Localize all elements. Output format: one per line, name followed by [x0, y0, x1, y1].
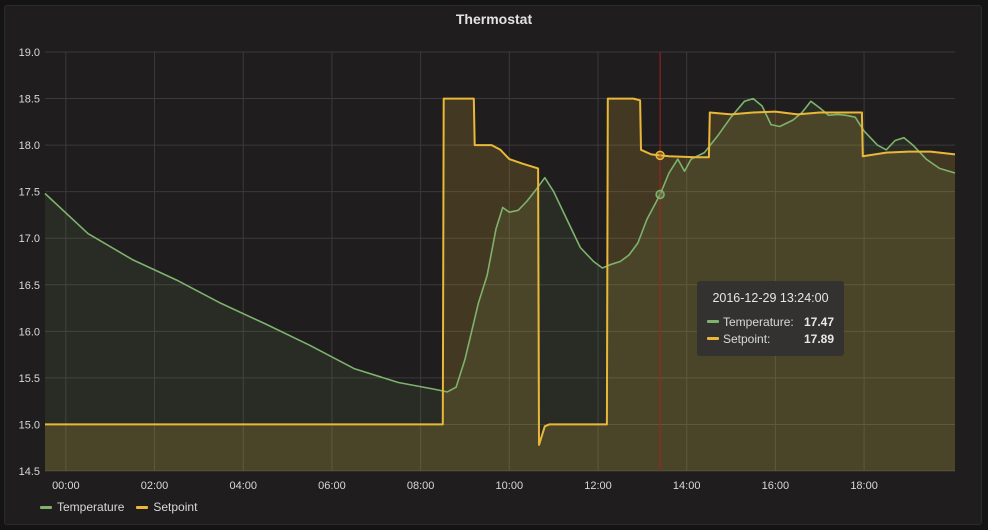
x-tick-label: 12:00	[584, 480, 612, 492]
legend-item-temperature[interactable]: Temperature	[40, 500, 124, 514]
y-tick-label: 15.5	[19, 373, 40, 385]
legend-item-setpoint[interactable]: Setpoint	[136, 500, 197, 514]
hover-tooltip: 2016-12-29 13:24:00 Temperature: 17.47 S…	[697, 281, 844, 356]
area-setpoint	[45, 98, 955, 471]
legend-label: Temperature	[57, 500, 125, 514]
tooltip-row-temperature: Temperature: 17.47	[707, 313, 834, 330]
tooltip-value: 17.47	[803, 314, 834, 329]
series-areas	[45, 98, 955, 471]
y-tick-label: 19.0	[19, 47, 40, 59]
area-temperature	[45, 98, 955, 471]
x-tick-label: 18:00	[850, 480, 878, 492]
hover-point-setpoint	[655, 150, 665, 161]
x-tick-label: 04:00	[229, 480, 257, 492]
y-tick-label: 18.0	[19, 140, 40, 152]
panel-title[interactable]: Thermostat	[455, 11, 533, 27]
x-axis: 00:00 02:00 04:00 06:00 08:00 10:00 12:00 14:00…	[52, 480, 878, 492]
y-tick-label: 16.0	[19, 326, 40, 338]
graph-panel	[4, 5, 982, 525]
x-tick-label: 10:00	[496, 480, 524, 492]
x-tick-label: 06:00	[318, 480, 346, 492]
setpoint-swatch-icon	[707, 337, 719, 340]
line-setpoint	[45, 97, 956, 446]
y-tick-label: 14.5	[19, 466, 40, 478]
crosshair	[655, 52, 665, 471]
y-tick-label: 18.5	[19, 94, 40, 106]
x-tick-label: 14:00	[673, 480, 701, 492]
grid	[45, 51, 955, 472]
setpoint-line-icon	[136, 505, 149, 509]
tooltip-label: Setpoint:	[723, 331, 771, 346]
y-tick-label: 17.5	[19, 187, 40, 199]
temperature-line-icon	[40, 505, 52, 509]
y-tick-label: 15.0	[19, 419, 40, 431]
tooltip-value: 17.89	[803, 331, 834, 346]
x-tick-label: 08:00	[407, 480, 435, 492]
tooltip-row-setpoint: Setpoint: 17.89	[707, 330, 834, 347]
series-lines	[44, 97, 956, 446]
line-temperature	[44, 97, 956, 393]
y-tick-label: 16.5	[19, 280, 40, 292]
y-axis: 14.5 15.0 15.5 16.0 16.5 17.0 17.5 18.0 18.5 19.0	[19, 47, 40, 478]
tooltip-label: Temperature:	[723, 314, 794, 329]
legend: Temperature Setpoint	[40, 500, 197, 514]
legend-label: Setpoint	[153, 500, 198, 514]
x-tick-label: 16:00	[762, 480, 790, 492]
x-tick-label: 00:00	[52, 480, 80, 492]
x-tick-label: 02:00	[141, 480, 169, 492]
temperature-swatch-icon	[707, 320, 719, 323]
tooltip-time: 2016-12-29 13:24:00	[712, 291, 829, 305]
hover-point-temperature	[655, 189, 665, 200]
y-tick-label: 17.0	[19, 233, 40, 245]
